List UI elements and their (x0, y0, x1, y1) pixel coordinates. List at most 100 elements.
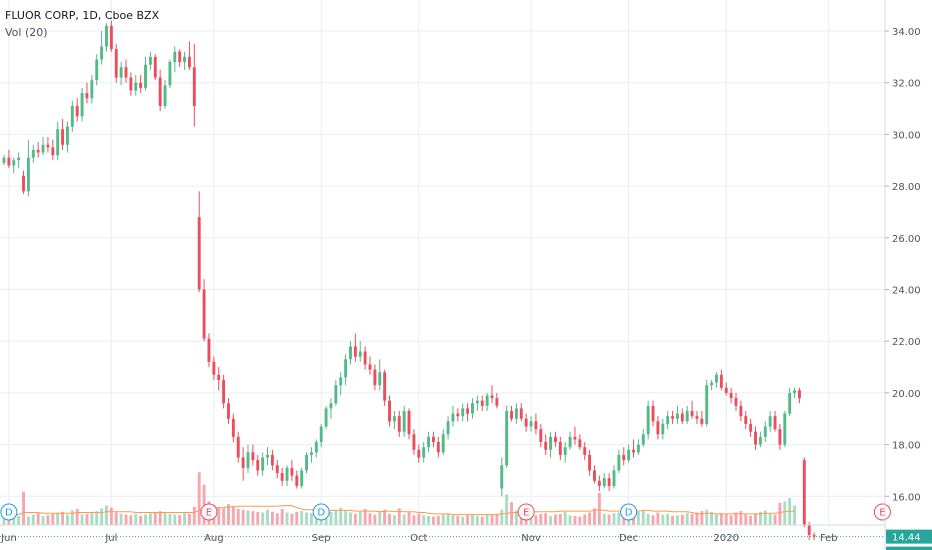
volume-bar (607, 514, 611, 525)
volume-bar (261, 512, 265, 525)
candle (529, 416, 533, 432)
candle-body (139, 82, 143, 88)
volume-bar (388, 513, 391, 525)
candle (329, 398, 333, 419)
volume-bar (95, 511, 99, 525)
candle (485, 392, 489, 411)
candle-body (105, 25, 108, 47)
volume-bar (31, 514, 35, 525)
candle-body (17, 157, 21, 161)
volume-bar (17, 515, 21, 525)
candle (666, 411, 670, 430)
candle-body (2, 157, 6, 163)
candle (812, 532, 816, 541)
volume-bar (461, 516, 465, 525)
symbol-title[interactable]: FLUOR CORP, 1D, Cboe BZX (5, 9, 160, 22)
price-tick-label: 16.00 (892, 492, 921, 503)
candle-body (602, 478, 606, 486)
volume-bar (85, 513, 89, 525)
candle (758, 431, 762, 448)
volume-bar (466, 515, 470, 525)
candle (124, 59, 128, 83)
candle-body (690, 411, 694, 417)
candle (466, 403, 470, 422)
volume-bar (114, 512, 118, 525)
time-tick-label: Feb (820, 533, 838, 544)
earnings-marker-letter: E (206, 508, 212, 519)
candle (510, 405, 513, 422)
volume-bar (578, 516, 582, 525)
candle-body (368, 364, 372, 370)
candle-body (392, 416, 396, 422)
candle-body (290, 467, 294, 476)
candle-body (163, 85, 167, 106)
candle (797, 387, 801, 404)
dividend-marker-letter: D (317, 508, 325, 519)
candle-body (788, 392, 792, 414)
candle-body (158, 77, 162, 106)
candle-body (222, 379, 226, 404)
candle (349, 341, 352, 365)
last-price-bg (886, 529, 932, 544)
candle (480, 395, 484, 411)
volume-bar (412, 515, 416, 525)
volume-bar (758, 511, 762, 525)
candle (778, 423, 782, 450)
candle-body (407, 411, 411, 435)
volume-bar (680, 514, 684, 525)
volume-bar (407, 511, 411, 525)
candle-body (553, 436, 557, 443)
volume-bar (505, 494, 509, 525)
price-axis: 16.00 18.00 20.00 22.00 24.00 26.00 28.00 30.00… (885, 27, 921, 503)
candle (783, 411, 787, 448)
candle-body (593, 470, 596, 481)
candle-body (207, 338, 211, 362)
volume-bar (744, 514, 748, 525)
volume-bar (544, 513, 548, 525)
volume-bar (602, 513, 606, 525)
candle-body (22, 175, 25, 192)
candle-body (51, 147, 55, 156)
candle-body (353, 346, 357, 357)
candle-body (627, 449, 631, 461)
candle (217, 367, 221, 391)
candle-body (383, 372, 387, 401)
candle (505, 405, 509, 468)
volume-bar (719, 513, 723, 525)
candle (319, 423, 323, 448)
candle-body (685, 411, 689, 422)
candle (280, 467, 284, 486)
volume-bar (339, 507, 343, 525)
candle (202, 279, 206, 342)
candle-body (544, 442, 548, 450)
volume-bar (217, 506, 221, 525)
price-series (2, 20, 816, 541)
candle-body (744, 416, 748, 424)
candle-body (471, 403, 474, 414)
volume-bar (353, 513, 357, 525)
candle-body (646, 405, 650, 435)
candle-body (56, 129, 60, 156)
volume-indicator-label[interactable]: Vol (20) (5, 26, 48, 39)
candle (500, 457, 504, 497)
volume-bar (778, 502, 782, 525)
candle (309, 447, 313, 463)
candle (417, 444, 421, 463)
candle-body (46, 144, 50, 148)
candle-body (724, 387, 728, 393)
volume-bar (300, 511, 304, 525)
volume-bar (539, 513, 543, 525)
volume-bar (563, 511, 567, 525)
price-tick-label: 26.00 (892, 234, 921, 245)
candle (412, 429, 416, 455)
candle-body (680, 413, 684, 422)
candle (793, 387, 797, 399)
volume-bar (695, 512, 699, 525)
candle-body (246, 452, 250, 468)
earnings-marker: E (873, 503, 891, 521)
candle-body (500, 465, 504, 489)
volume-bar (227, 504, 230, 525)
candle (773, 411, 777, 432)
price-tick-label: 18.00 (892, 441, 921, 452)
